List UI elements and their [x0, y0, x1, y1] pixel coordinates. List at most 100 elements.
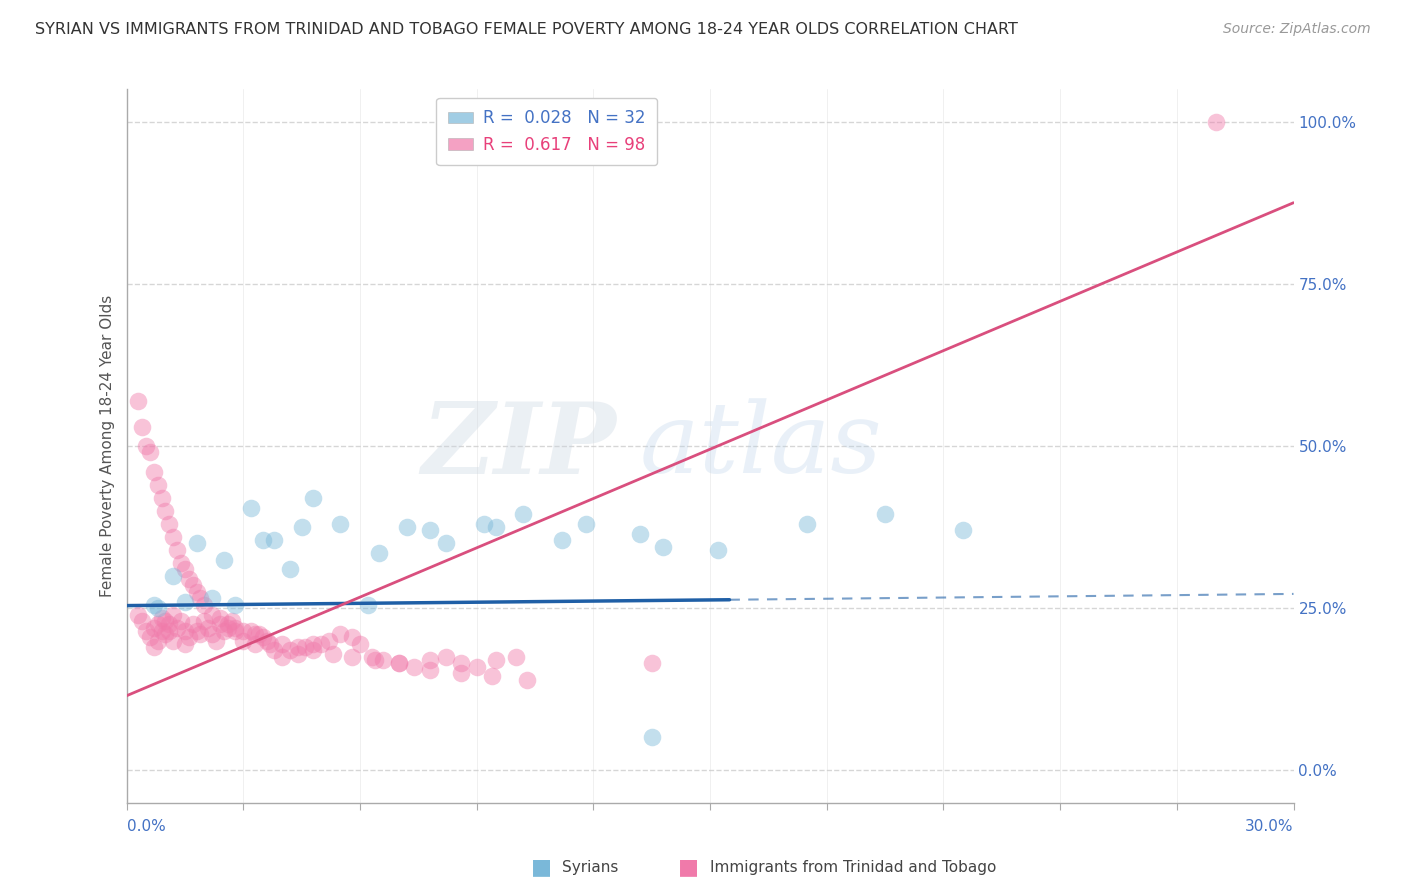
Point [641, 657, 664, 671]
Text: Syrians: Syrians [562, 860, 619, 874]
Point [155, 504, 177, 518]
Point [212, 624, 235, 638]
Point [1205, 114, 1227, 128]
Point [302, 643, 325, 657]
Point [252, 631, 274, 645]
Point [170, 614, 193, 628]
Point [364, 653, 387, 667]
Point [329, 627, 352, 641]
Point [146, 617, 169, 632]
Point [146, 478, 169, 492]
Point [505, 649, 527, 664]
Point [157, 617, 180, 632]
Point [278, 562, 301, 576]
Text: SYRIAN VS IMMIGRANTS FROM TRINIDAD AND TOBAGO FEMALE POVERTY AMONG 18-24 YEAR OL: SYRIAN VS IMMIGRANTS FROM TRINIDAD AND T… [35, 22, 1018, 37]
Point [166, 542, 188, 557]
Point [481, 669, 503, 683]
Point [434, 536, 457, 550]
Point [243, 627, 266, 641]
Point [224, 621, 246, 635]
Point [224, 598, 246, 612]
Point [318, 633, 340, 648]
Point [952, 524, 974, 538]
Point [404, 659, 426, 673]
Text: Source: ZipAtlas.com: Source: ZipAtlas.com [1223, 22, 1371, 37]
Point [221, 614, 243, 628]
Point [388, 657, 411, 671]
Point [357, 598, 380, 612]
Point [190, 591, 212, 606]
Point [340, 631, 363, 645]
Text: Immigrants from Trinidad and Tobago: Immigrants from Trinidad and Tobago [710, 860, 997, 874]
Point [278, 643, 301, 657]
Point [287, 647, 309, 661]
Point [628, 526, 651, 541]
Point [174, 637, 197, 651]
Point [419, 653, 441, 667]
Point [174, 624, 197, 638]
Point [485, 520, 508, 534]
Point [127, 393, 149, 408]
Point [294, 640, 316, 654]
Point [287, 640, 309, 654]
Point [142, 465, 165, 479]
Point [641, 730, 664, 744]
Text: ■: ■ [531, 857, 551, 877]
Point [162, 568, 184, 582]
Point [150, 491, 173, 505]
Point [127, 607, 149, 622]
Point [240, 500, 263, 515]
Point [259, 637, 281, 651]
Point [157, 624, 180, 638]
Point [186, 536, 208, 550]
Point [652, 540, 675, 554]
Point [302, 637, 325, 651]
Point [193, 598, 215, 612]
Point [271, 637, 294, 651]
Point [155, 627, 177, 641]
Point [707, 542, 730, 557]
Point [349, 637, 371, 651]
Point [290, 520, 312, 534]
Y-axis label: Female Poverty Among 18-24 Year Olds: Female Poverty Among 18-24 Year Olds [100, 295, 115, 597]
Text: 30.0%: 30.0% [1246, 819, 1294, 834]
Point [174, 595, 197, 609]
Point [247, 627, 270, 641]
Point [485, 653, 508, 667]
Point [450, 657, 472, 671]
Point [373, 653, 395, 667]
Point [796, 516, 818, 531]
Point [388, 657, 411, 671]
Point [150, 624, 173, 638]
Point [224, 624, 246, 638]
Point [395, 520, 418, 534]
Point [217, 617, 239, 632]
Point [322, 647, 344, 661]
Point [170, 556, 193, 570]
Point [139, 445, 162, 459]
Point [419, 524, 441, 538]
Point [271, 649, 294, 664]
Point [208, 611, 231, 625]
Point [340, 649, 363, 664]
Point [551, 533, 574, 547]
Point [263, 533, 285, 547]
Point [186, 624, 208, 638]
Point [181, 578, 204, 592]
Point [186, 585, 208, 599]
Point [205, 633, 228, 648]
Legend: R =  0.028   N = 32, R =  0.617   N = 98: R = 0.028 N = 32, R = 0.617 N = 98 [436, 97, 657, 165]
Point [166, 621, 188, 635]
Point [450, 666, 472, 681]
Point [243, 637, 266, 651]
Point [434, 649, 457, 664]
Point [368, 546, 391, 560]
Point [162, 530, 184, 544]
Point [135, 439, 157, 453]
Text: ■: ■ [679, 857, 699, 877]
Text: 0.0%: 0.0% [127, 819, 166, 834]
Point [162, 633, 184, 648]
Point [150, 611, 173, 625]
Point [217, 621, 239, 635]
Point [201, 627, 224, 641]
